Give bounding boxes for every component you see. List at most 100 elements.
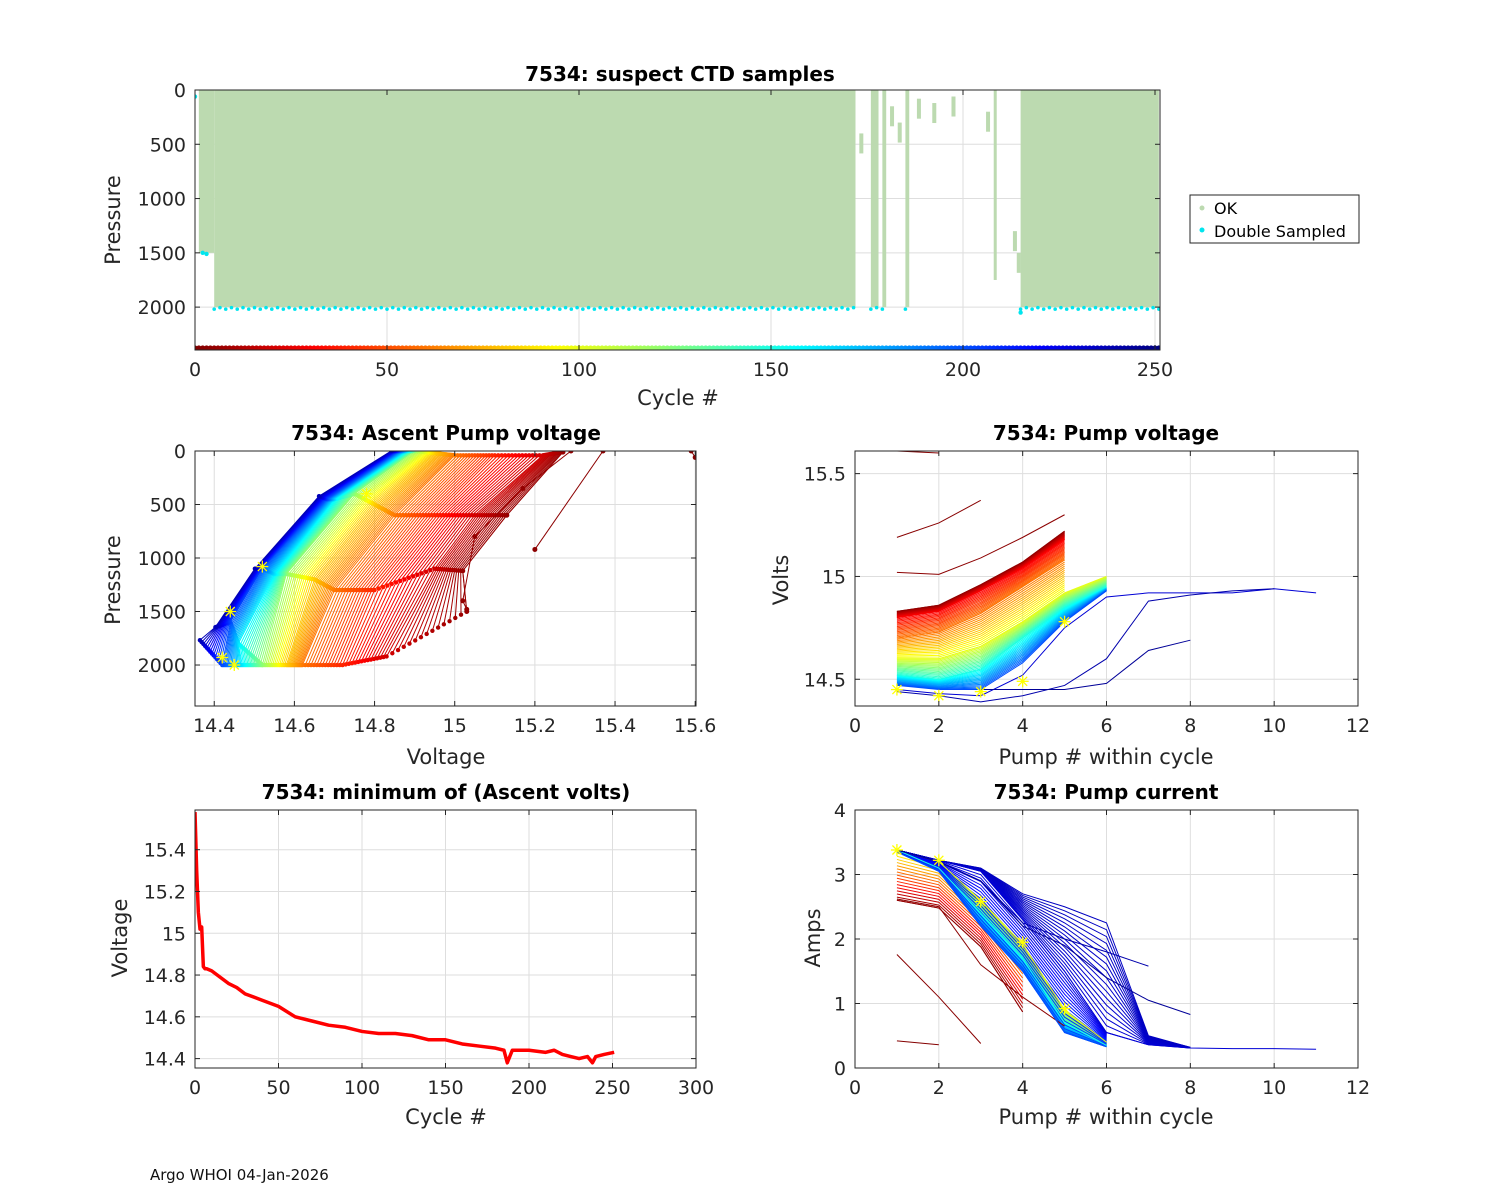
ok-sample [859,133,864,154]
pressure-profile-point [464,609,470,615]
x-tick-label: 0 [189,1077,201,1099]
double-sampled-point [713,305,718,310]
pressure-profile-point [424,631,429,637]
pump-series-line [896,583,1107,675]
double-sampled-point [817,305,821,310]
pump-series-line [896,954,982,1044]
cycle-color-marker [1033,345,1039,350]
double-sampled-point [1018,310,1023,315]
double-sampled-point [828,305,833,310]
double-sampled-point [1099,307,1104,311]
pressure-profile-line [321,454,476,666]
cycle-color-marker [1094,345,1101,350]
pressure-profile-line [431,453,555,631]
double-sampled-point [419,307,424,311]
cycle-color-marker [710,345,717,350]
plot-content [890,451,1317,703]
double-sampled-point [725,305,729,310]
pressure-profile-point [407,641,412,646]
cycle-color-marker [1133,345,1139,350]
double-sampled-point [454,307,458,311]
double-sampled-point [235,307,240,311]
star-stroke [1059,616,1070,627]
double-sampled-point [678,305,683,310]
cycle-color-marker [753,345,759,350]
ok-sample-band [198,90,215,253]
pump-series-line [896,545,1065,625]
cycle-color-marker [415,345,421,350]
y-tick-label: 1500 [138,602,186,624]
pressure-profile-line [454,452,561,618]
axes-box [194,89,1161,351]
cycle-color-marker [1144,345,1150,350]
pressure-profile-point [376,586,382,591]
cycle-color-marker [837,345,843,350]
pump-series-line [896,587,1107,682]
cycle-color-marker [776,345,782,350]
double-sampled-point [304,307,309,311]
y-tick-label: 1000 [138,189,186,211]
double-sampled-point [638,307,643,311]
double-sampled-point [1087,307,1092,311]
cycle-color-marker [200,345,206,350]
cycle-color-marker [1041,345,1047,350]
double-sampled-point [759,305,764,310]
axes-frame: 0 50 100 150 200 250 300 14.4 14.6 14.8 15 15.2 15.4 [144,809,714,1099]
ok-sample-band [870,90,879,308]
cycle-color-marker [872,345,878,350]
double-sampled-point [719,307,723,311]
cycle-color-marker [1087,345,1093,350]
plot-pump-voltage: 0 2 4 6 8 10 12 14.5 15 15.5 7534: Pump voltage P… [769,421,1370,769]
ok-sample [897,122,902,143]
cycle-color-marker [887,345,893,350]
double-sampled-point [356,305,361,310]
pressure-profile-line [301,454,456,666]
cycle-color-marker [561,345,567,350]
pump-series-line [896,582,1065,653]
min-marker-star [216,651,229,664]
pressure-profile-line [319,454,473,666]
x-tick-label: 2 [933,1077,945,1099]
x-tick-label: 12 [1346,715,1370,737]
pressure-profile-point [213,624,218,630]
y-tick-label: 1500 [138,243,186,265]
cycle-color-marker [764,345,770,350]
double-sampled-point [696,307,700,311]
cycle-color-marker [326,345,333,350]
pump-series-line [896,567,1065,644]
cycle-color-marker [933,345,939,350]
min-marker-star [360,487,373,500]
y-tick-label: 500 [150,495,186,517]
pump-series-line [896,561,1065,640]
ok-sample [916,98,921,119]
x-tick-label: 0 [189,359,201,381]
pump-series-line [896,1040,939,1046]
double-sampled-point [632,305,637,310]
double-sampled-point [339,307,343,311]
double-sampled-point [586,305,591,310]
double-sampled-point [1082,305,1086,310]
x-tick-label: 4 [1017,1077,1029,1099]
ok-sample [986,111,991,132]
double-sampled-point [765,307,769,311]
pressure-profile-point [418,634,424,640]
double-sampled-point [730,307,735,311]
pressure-profile-line [336,454,490,666]
double-sampled-point [1024,305,1029,310]
pump-series-line [896,898,1065,1027]
pressure-profile-point [390,651,395,656]
double-sampled-point [1070,305,1075,310]
cycle-color-marker [511,345,517,350]
y-tick-label: 15.4 [144,840,186,862]
pressure-profile-point [419,571,424,576]
pump-series-line [896,849,1107,1046]
cycle-color-marker [818,345,824,350]
y-tick-label: 1000 [138,548,186,570]
pressure-profile-point [423,569,429,574]
double-sampled-point [822,307,827,311]
double-sampled-point [880,307,885,311]
cycle-color-marker [849,345,855,350]
cycle-color-marker [741,345,747,350]
x-tick-label: 6 [1100,1077,1112,1099]
